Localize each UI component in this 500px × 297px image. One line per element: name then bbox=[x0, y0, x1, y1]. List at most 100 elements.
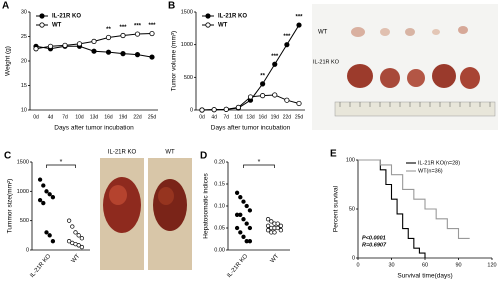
x-tick-label: 13d bbox=[246, 114, 255, 120]
legend-label: IL-21R KO bbox=[218, 14, 247, 20]
data-point bbox=[41, 200, 46, 206]
data-point bbox=[37, 177, 43, 182]
legend-label: WT(n=36) bbox=[418, 168, 443, 174]
y-tick-label: 0.00 bbox=[214, 247, 225, 253]
data-point bbox=[260, 81, 266, 87]
x-tick-label: 4d bbox=[211, 114, 217, 120]
significance: *** bbox=[119, 25, 127, 31]
y-tick-label: 20 bbox=[21, 58, 27, 64]
x-tick-label: 0 bbox=[356, 262, 359, 268]
photo-label: WT bbox=[318, 30, 328, 36]
data-point bbox=[238, 195, 243, 200]
panel-letter: D bbox=[200, 151, 207, 162]
y-tick-label: 0 bbox=[352, 255, 355, 261]
x-tick-label: 4d bbox=[48, 114, 54, 120]
x-tick-label: IL-21R KO bbox=[29, 253, 52, 279]
survival-curve bbox=[358, 159, 470, 239]
data-point bbox=[260, 93, 266, 99]
significance-bracket bbox=[46, 164, 76, 168]
data-point bbox=[76, 233, 81, 238]
panel-letter: E bbox=[330, 149, 337, 160]
data-point bbox=[105, 34, 112, 41]
legend-label: IL-21R KO(n=28) bbox=[418, 160, 460, 166]
y-tick-label: 1500 bbox=[181, 9, 193, 15]
y-tick-label: 50 bbox=[349, 206, 355, 212]
data-point bbox=[105, 49, 112, 55]
data-point bbox=[134, 31, 141, 37]
data-point bbox=[199, 107, 205, 113]
data-point bbox=[238, 212, 243, 217]
x-tick-label: 10d bbox=[234, 114, 243, 120]
data-point bbox=[269, 219, 274, 224]
data-point bbox=[234, 225, 240, 231]
x-tick-label: IL-21R KO bbox=[226, 253, 249, 279]
y-tick-label: 1000 bbox=[181, 42, 193, 48]
data-point bbox=[284, 97, 290, 103]
data-point bbox=[73, 230, 78, 235]
y-axis-label: Tumor volume (mm³) bbox=[171, 31, 178, 91]
x-tick-label: 7d bbox=[223, 114, 229, 120]
significance: * bbox=[60, 159, 63, 166]
significance: *** bbox=[134, 24, 142, 30]
data-point bbox=[47, 43, 54, 49]
data-point bbox=[37, 197, 43, 203]
x-tick-label: 90 bbox=[455, 262, 461, 268]
data-point bbox=[238, 230, 243, 235]
data-point bbox=[50, 239, 56, 244]
x-tick-label: 19d bbox=[119, 114, 128, 120]
x-tick-label: 25d bbox=[295, 114, 304, 120]
data-point bbox=[241, 199, 246, 204]
y-tick-label: 0.10 bbox=[214, 203, 225, 209]
legend-label: WT bbox=[218, 23, 228, 29]
y-tick-label: 500 bbox=[184, 75, 193, 81]
data-point bbox=[241, 234, 246, 239]
y-tick-label: 1000 bbox=[17, 189, 29, 195]
data-point bbox=[235, 104, 241, 110]
survival-curve bbox=[358, 159, 426, 258]
x-tick-label: 22d bbox=[133, 114, 142, 120]
significance: ** bbox=[106, 27, 111, 33]
photo-label: WT bbox=[165, 150, 175, 156]
significance-bracket bbox=[243, 164, 275, 168]
significance: * bbox=[258, 159, 261, 166]
y-axis-label: Hepatosomatic indices bbox=[203, 173, 210, 239]
y-tick-label: 0 bbox=[26, 247, 29, 253]
data-point bbox=[244, 203, 249, 209]
x-tick-label: 13d bbox=[90, 114, 99, 120]
x-tick-label: 22d bbox=[283, 114, 292, 120]
x-tick-label: 120 bbox=[487, 262, 496, 268]
data-point bbox=[211, 107, 217, 113]
data-point bbox=[278, 228, 284, 233]
data-point bbox=[275, 225, 280, 231]
data-point bbox=[79, 244, 85, 250]
data-point bbox=[120, 32, 126, 39]
data-point bbox=[91, 48, 97, 54]
data-point bbox=[41, 183, 46, 188]
data-point bbox=[66, 239, 72, 244]
x-tick-label: 30 bbox=[388, 262, 394, 268]
x-tick-label: 0d bbox=[33, 114, 39, 120]
tumor-photo: WT IL-21R KO bbox=[312, 4, 498, 130]
y-axis-label: Weight (g) bbox=[5, 46, 12, 76]
legend-label: IL-21R KO bbox=[52, 14, 81, 20]
legend-marker bbox=[205, 22, 211, 28]
data-point bbox=[70, 224, 75, 229]
legend-marker bbox=[205, 13, 211, 19]
data-point bbox=[296, 22, 302, 28]
y-tick-label: 1500 bbox=[17, 159, 29, 165]
y-tick-label: 30 bbox=[21, 9, 27, 15]
y-tick-label: 10 bbox=[21, 107, 27, 113]
panel-letter: C bbox=[4, 151, 11, 162]
significance: *** bbox=[283, 34, 291, 40]
data-point bbox=[33, 46, 39, 52]
data-point bbox=[47, 192, 52, 197]
photo-label: IL-21R KO bbox=[108, 150, 137, 156]
x-tick-label: 10d bbox=[75, 114, 84, 120]
panel-letter: A bbox=[2, 1, 9, 12]
data-point bbox=[79, 236, 85, 241]
significance: *** bbox=[295, 15, 303, 21]
x-tick-label: 60 bbox=[422, 262, 428, 268]
x-tick-label: WT bbox=[71, 253, 82, 264]
data-point bbox=[296, 100, 302, 107]
data-point bbox=[247, 94, 254, 100]
